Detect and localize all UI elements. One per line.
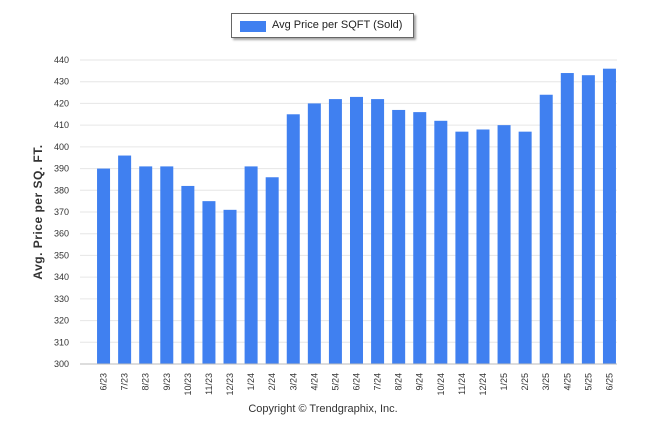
y-axis-label: Avg. Price per SQ. FT. xyxy=(31,144,45,280)
x-tick-label: 12/24 xyxy=(478,373,488,396)
x-tick-label: 4/24 xyxy=(309,373,319,391)
x-tick-label: 8/24 xyxy=(394,373,404,391)
bars xyxy=(97,68,616,365)
bar-8-23[interactable] xyxy=(139,166,153,364)
x-tick-label: 7/23 xyxy=(120,373,130,391)
bar-7-23[interactable] xyxy=(118,155,132,364)
bar-12-24[interactable] xyxy=(476,129,490,364)
bar-1-25[interactable] xyxy=(497,125,511,365)
x-tick-label: 2/24 xyxy=(267,373,277,391)
x-tick-label: 1/24 xyxy=(246,373,256,391)
y-tick-label: 440 xyxy=(54,55,69,65)
x-tick-label: 10/23 xyxy=(183,373,193,396)
bar-4-24[interactable] xyxy=(307,103,321,364)
legend-label: Avg Price per SQFT (Sold) xyxy=(272,19,403,31)
bar-2-25[interactable] xyxy=(518,131,532,364)
x-tick-label: 4/25 xyxy=(562,373,572,391)
x-tick-label: 10/24 xyxy=(436,373,446,396)
bar-11-24[interactable] xyxy=(455,131,469,364)
x-tick-label: 8/23 xyxy=(141,373,151,391)
x-tick-label: 12/23 xyxy=(225,373,235,396)
bar-8-24[interactable] xyxy=(392,109,406,364)
x-tick-label: 5/25 xyxy=(583,373,593,391)
x-tick-label: 7/24 xyxy=(373,373,383,391)
x-tick-label: 3/25 xyxy=(541,373,551,391)
bar-9-24[interactable] xyxy=(413,112,427,364)
x-tick-label: 9/23 xyxy=(162,373,172,391)
bar-1-24[interactable] xyxy=(244,166,258,364)
bar-9-23[interactable] xyxy=(160,166,174,364)
bar-5-25[interactable] xyxy=(581,75,595,364)
y-tick-label: 340 xyxy=(54,272,69,282)
bar-6-25[interactable] xyxy=(602,68,616,364)
y-tick-label: 430 xyxy=(54,77,69,87)
bar-2-24[interactable] xyxy=(265,177,279,364)
y-tick-label: 330 xyxy=(54,294,69,304)
x-tick-label: 9/24 xyxy=(415,373,425,391)
y-tick-label: 320 xyxy=(54,316,69,326)
y-tick-label: 410 xyxy=(54,120,69,130)
bar-7-24[interactable] xyxy=(371,99,385,364)
x-tick-label: 6/23 xyxy=(99,373,109,391)
y-axis-ticks: 300 310 320 330 340 350 360 370 380 390 400 410 420 4… xyxy=(54,55,69,369)
y-tick-label: 310 xyxy=(54,337,69,347)
y-tick-label: 350 xyxy=(54,250,69,260)
y-tick-label: 360 xyxy=(54,229,69,239)
bar-10-23[interactable] xyxy=(181,185,195,364)
legend[interactable]: Avg Price per SQFT (Sold) xyxy=(231,13,414,38)
bar-3-24[interactable] xyxy=(286,114,300,365)
bar-10-24[interactable] xyxy=(434,120,448,364)
x-tick-label: 2/25 xyxy=(520,373,530,391)
x-tick-label: 1/25 xyxy=(499,373,509,391)
y-tick-label: 400 xyxy=(54,142,69,152)
x-tick-label: 3/24 xyxy=(288,373,298,391)
legend-swatch xyxy=(240,21,266,32)
y-tick-label: 300 xyxy=(54,359,69,369)
y-tick-label: 370 xyxy=(54,207,69,217)
bar-6-24[interactable] xyxy=(350,96,363,365)
bar-4-25[interactable] xyxy=(560,73,574,365)
y-tick-label: 420 xyxy=(54,98,69,108)
bar-11-23[interactable] xyxy=(202,201,216,364)
y-tick-label: 390 xyxy=(54,164,69,174)
bar-12-23[interactable] xyxy=(223,209,237,364)
x-tick-label: 11/23 xyxy=(204,373,214,395)
bar-6-23[interactable] xyxy=(97,168,111,364)
bar-5-24[interactable] xyxy=(328,99,342,364)
x-tick-label: 6/24 xyxy=(352,373,362,391)
bar-3-25[interactable] xyxy=(539,94,553,364)
copyright-footer: Copyright © Trendgraphix, Inc. xyxy=(248,403,398,415)
y-tick-label: 380 xyxy=(54,185,69,195)
x-tick-label: 5/24 xyxy=(330,373,340,391)
x-tick-label: 11/24 xyxy=(457,373,467,395)
x-axis-ticks: 6/23 7/23 8/23 9/23 10/23 11/23 12/23 1/24 2/24 3… xyxy=(99,373,615,396)
x-tick-label: 6/25 xyxy=(604,373,614,391)
